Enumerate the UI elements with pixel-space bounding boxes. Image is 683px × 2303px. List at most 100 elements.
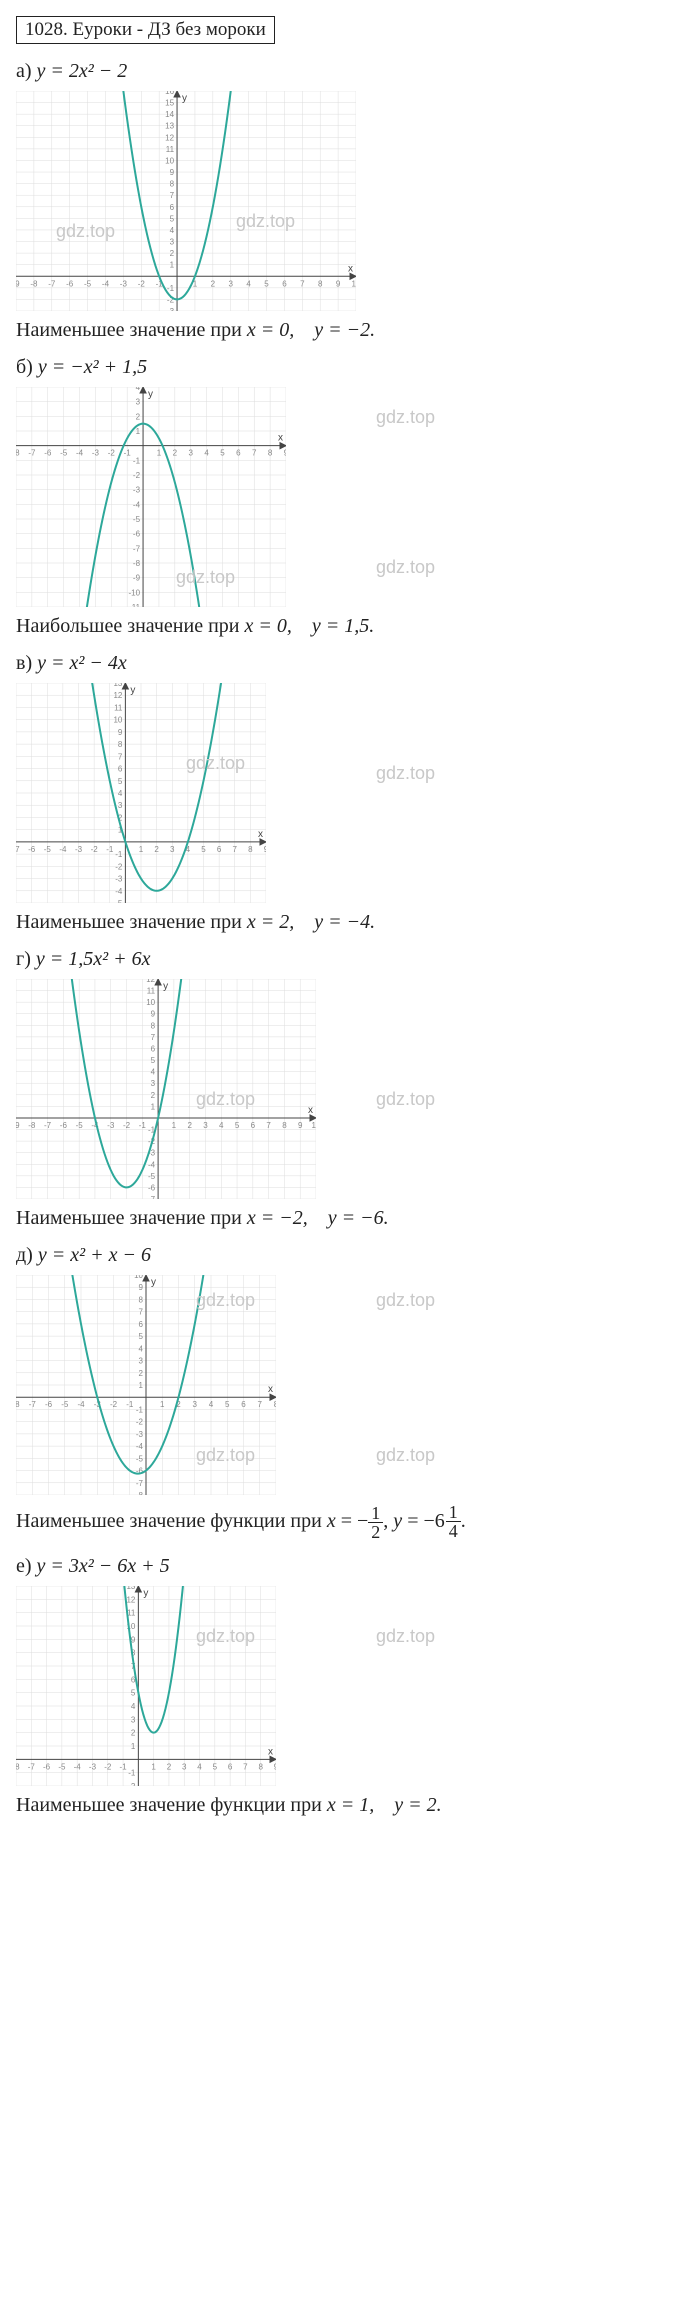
svg-text:1: 1: [160, 1400, 165, 1409]
svg-text:9: 9: [284, 449, 286, 458]
svg-text:-2: -2: [123, 1121, 131, 1130]
svg-text:-2: -2: [91, 845, 99, 854]
svg-text:x: x: [278, 433, 283, 444]
svg-text:6: 6: [251, 1121, 256, 1130]
svg-text:6: 6: [236, 449, 241, 458]
svg-text:-3: -3: [107, 1121, 115, 1130]
svg-text:2: 2: [187, 1121, 192, 1130]
svg-text:x: x: [268, 1746, 273, 1757]
svg-text:-4: -4: [77, 1400, 85, 1409]
svg-text:9: 9: [298, 1121, 303, 1130]
svg-text:-1: -1: [136, 1405, 144, 1414]
svg-text:10: 10: [312, 1121, 316, 1130]
svg-text:-6: -6: [60, 1121, 68, 1130]
equation-text: y = x² + x − 6: [38, 1244, 151, 1266]
svg-text:2: 2: [151, 1091, 156, 1100]
svg-text:10: 10: [146, 998, 155, 1007]
svg-text:-1: -1: [126, 1400, 134, 1409]
svg-text:-1: -1: [128, 1769, 136, 1778]
problems-container: а) y = 2x² − 2-9-8-7-6-5-4-3-2-112345678…: [16, 60, 667, 1817]
svg-text:5: 5: [118, 777, 123, 786]
svg-text:7: 7: [300, 279, 305, 288]
svg-text:8: 8: [170, 180, 175, 189]
svg-text:-4: -4: [136, 1442, 144, 1451]
svg-text:-8: -8: [133, 559, 141, 568]
svg-text:-1: -1: [124, 449, 132, 458]
svg-text:5: 5: [220, 449, 225, 458]
svg-text:12: 12: [165, 133, 174, 142]
svg-text:-4: -4: [74, 1762, 82, 1771]
svg-text:10: 10: [113, 716, 122, 725]
svg-text:-4: -4: [59, 845, 67, 854]
svg-text:6: 6: [282, 279, 287, 288]
svg-text:4: 4: [151, 1068, 156, 1077]
chart-row: -9-8-7-6-5-4-3-2-112345678910-7-6-5-4-3-…: [16, 979, 667, 1199]
conclusion-prefix: Наименьшее значение при: [16, 319, 247, 341]
svg-text:3: 3: [131, 1715, 136, 1724]
conclusion-prefix: Наименьшее значение функции при: [16, 1510, 327, 1532]
svg-text:12: 12: [113, 691, 122, 700]
equation-line: е) y = 3x² − 6x + 5: [16, 1555, 667, 1578]
svg-text:-5: -5: [136, 1454, 144, 1463]
svg-text:-4: -4: [102, 279, 110, 288]
svg-text:7: 7: [258, 1400, 263, 1409]
equation-line: г) y = 1,5x² + 6x: [16, 948, 667, 971]
svg-text:x: x: [268, 1384, 273, 1395]
chart-row: -8-7-6-5-4-3-2-1123456789-2-112345678910…: [16, 1586, 667, 1786]
svg-text:8: 8: [151, 1021, 156, 1030]
svg-text:8: 8: [258, 1762, 263, 1771]
svg-text:-8: -8: [136, 1491, 144, 1495]
chart-row: -9-8-7-6-5-4-3-2-112345678910-3-2-112345…: [16, 91, 667, 311]
svg-text:-3: -3: [136, 1430, 144, 1439]
y-val: y = 1,5.: [312, 615, 374, 637]
svg-text:4: 4: [197, 1762, 202, 1771]
svg-text:2: 2: [139, 1369, 144, 1378]
svg-text:6: 6: [217, 845, 222, 854]
svg-text:-2: -2: [108, 449, 116, 458]
svg-text:2: 2: [211, 279, 216, 288]
svg-text:-8: -8: [16, 449, 20, 458]
problem-block: г) y = 1,5x² + 6x-9-8-7-6-5-4-3-2-112345…: [16, 948, 667, 1230]
svg-text:-1: -1: [167, 284, 175, 293]
svg-text:-4: -4: [133, 500, 141, 509]
svg-text:1: 1: [151, 1102, 156, 1111]
svg-text:8: 8: [139, 1295, 144, 1304]
chart-svg: -8-7-6-5-4-3-2-112345678-8-7-6-5-4-3-2-1…: [16, 1275, 276, 1495]
svg-text:3: 3: [203, 1121, 208, 1130]
svg-text:7: 7: [139, 1308, 144, 1317]
svg-text:13: 13: [113, 683, 122, 688]
svg-text:5: 5: [170, 214, 175, 223]
part-label: г): [16, 948, 36, 970]
svg-text:-5: -5: [148, 1172, 156, 1181]
svg-text:5: 5: [131, 1689, 136, 1698]
equation-text: y = x² − 4x: [37, 652, 127, 674]
svg-text:y: y: [143, 1588, 148, 1599]
chart-svg: -8-7-6-5-4-3-2-1123456789-11-10-9-8-7-6-…: [16, 387, 286, 607]
equation-line: б) y = −x² + 1,5: [16, 356, 667, 379]
svg-text:-10: -10: [128, 588, 140, 597]
svg-text:-5: -5: [84, 279, 92, 288]
equation-line: в) y = x² − 4x: [16, 652, 667, 675]
conclusion-line: Наибольшее значение при x = 0, y = 1,5.: [16, 615, 667, 638]
problem-title: Еуроки - ДЗ без мороки: [73, 19, 266, 40]
svg-text:y: y: [182, 93, 187, 104]
svg-text:-1: -1: [119, 1762, 127, 1771]
chart-row: -8-7-6-5-4-3-2-112345678-8-7-6-5-4-3-2-1…: [16, 1275, 667, 1495]
svg-text:8: 8: [248, 845, 253, 854]
svg-text:5: 5: [235, 1121, 240, 1130]
problem-block: д) y = x² + x − 6-8-7-6-5-4-3-2-11234567…: [16, 1244, 667, 1541]
svg-text:-1: -1: [115, 850, 123, 859]
svg-text:6: 6: [170, 203, 175, 212]
equation-text: y = −x² + 1,5: [38, 356, 147, 378]
chart-row: -8-7-6-5-4-3-2-1123456789-11-10-9-8-7-6-…: [16, 387, 667, 607]
svg-text:4: 4: [139, 1344, 144, 1353]
svg-text:4: 4: [209, 1400, 214, 1409]
svg-text:16: 16: [165, 91, 174, 96]
svg-text:-9: -9: [16, 1121, 20, 1130]
svg-text:14: 14: [165, 110, 174, 119]
svg-text:1: 1: [136, 427, 141, 436]
problem-block: в) y = x² − 4x-7-6-5-4-3-2-1123456789-5-…: [16, 652, 667, 934]
watermark-text: gdz.top: [376, 1445, 435, 1466]
svg-text:1: 1: [170, 261, 175, 270]
svg-text:-5: -5: [76, 1121, 84, 1130]
